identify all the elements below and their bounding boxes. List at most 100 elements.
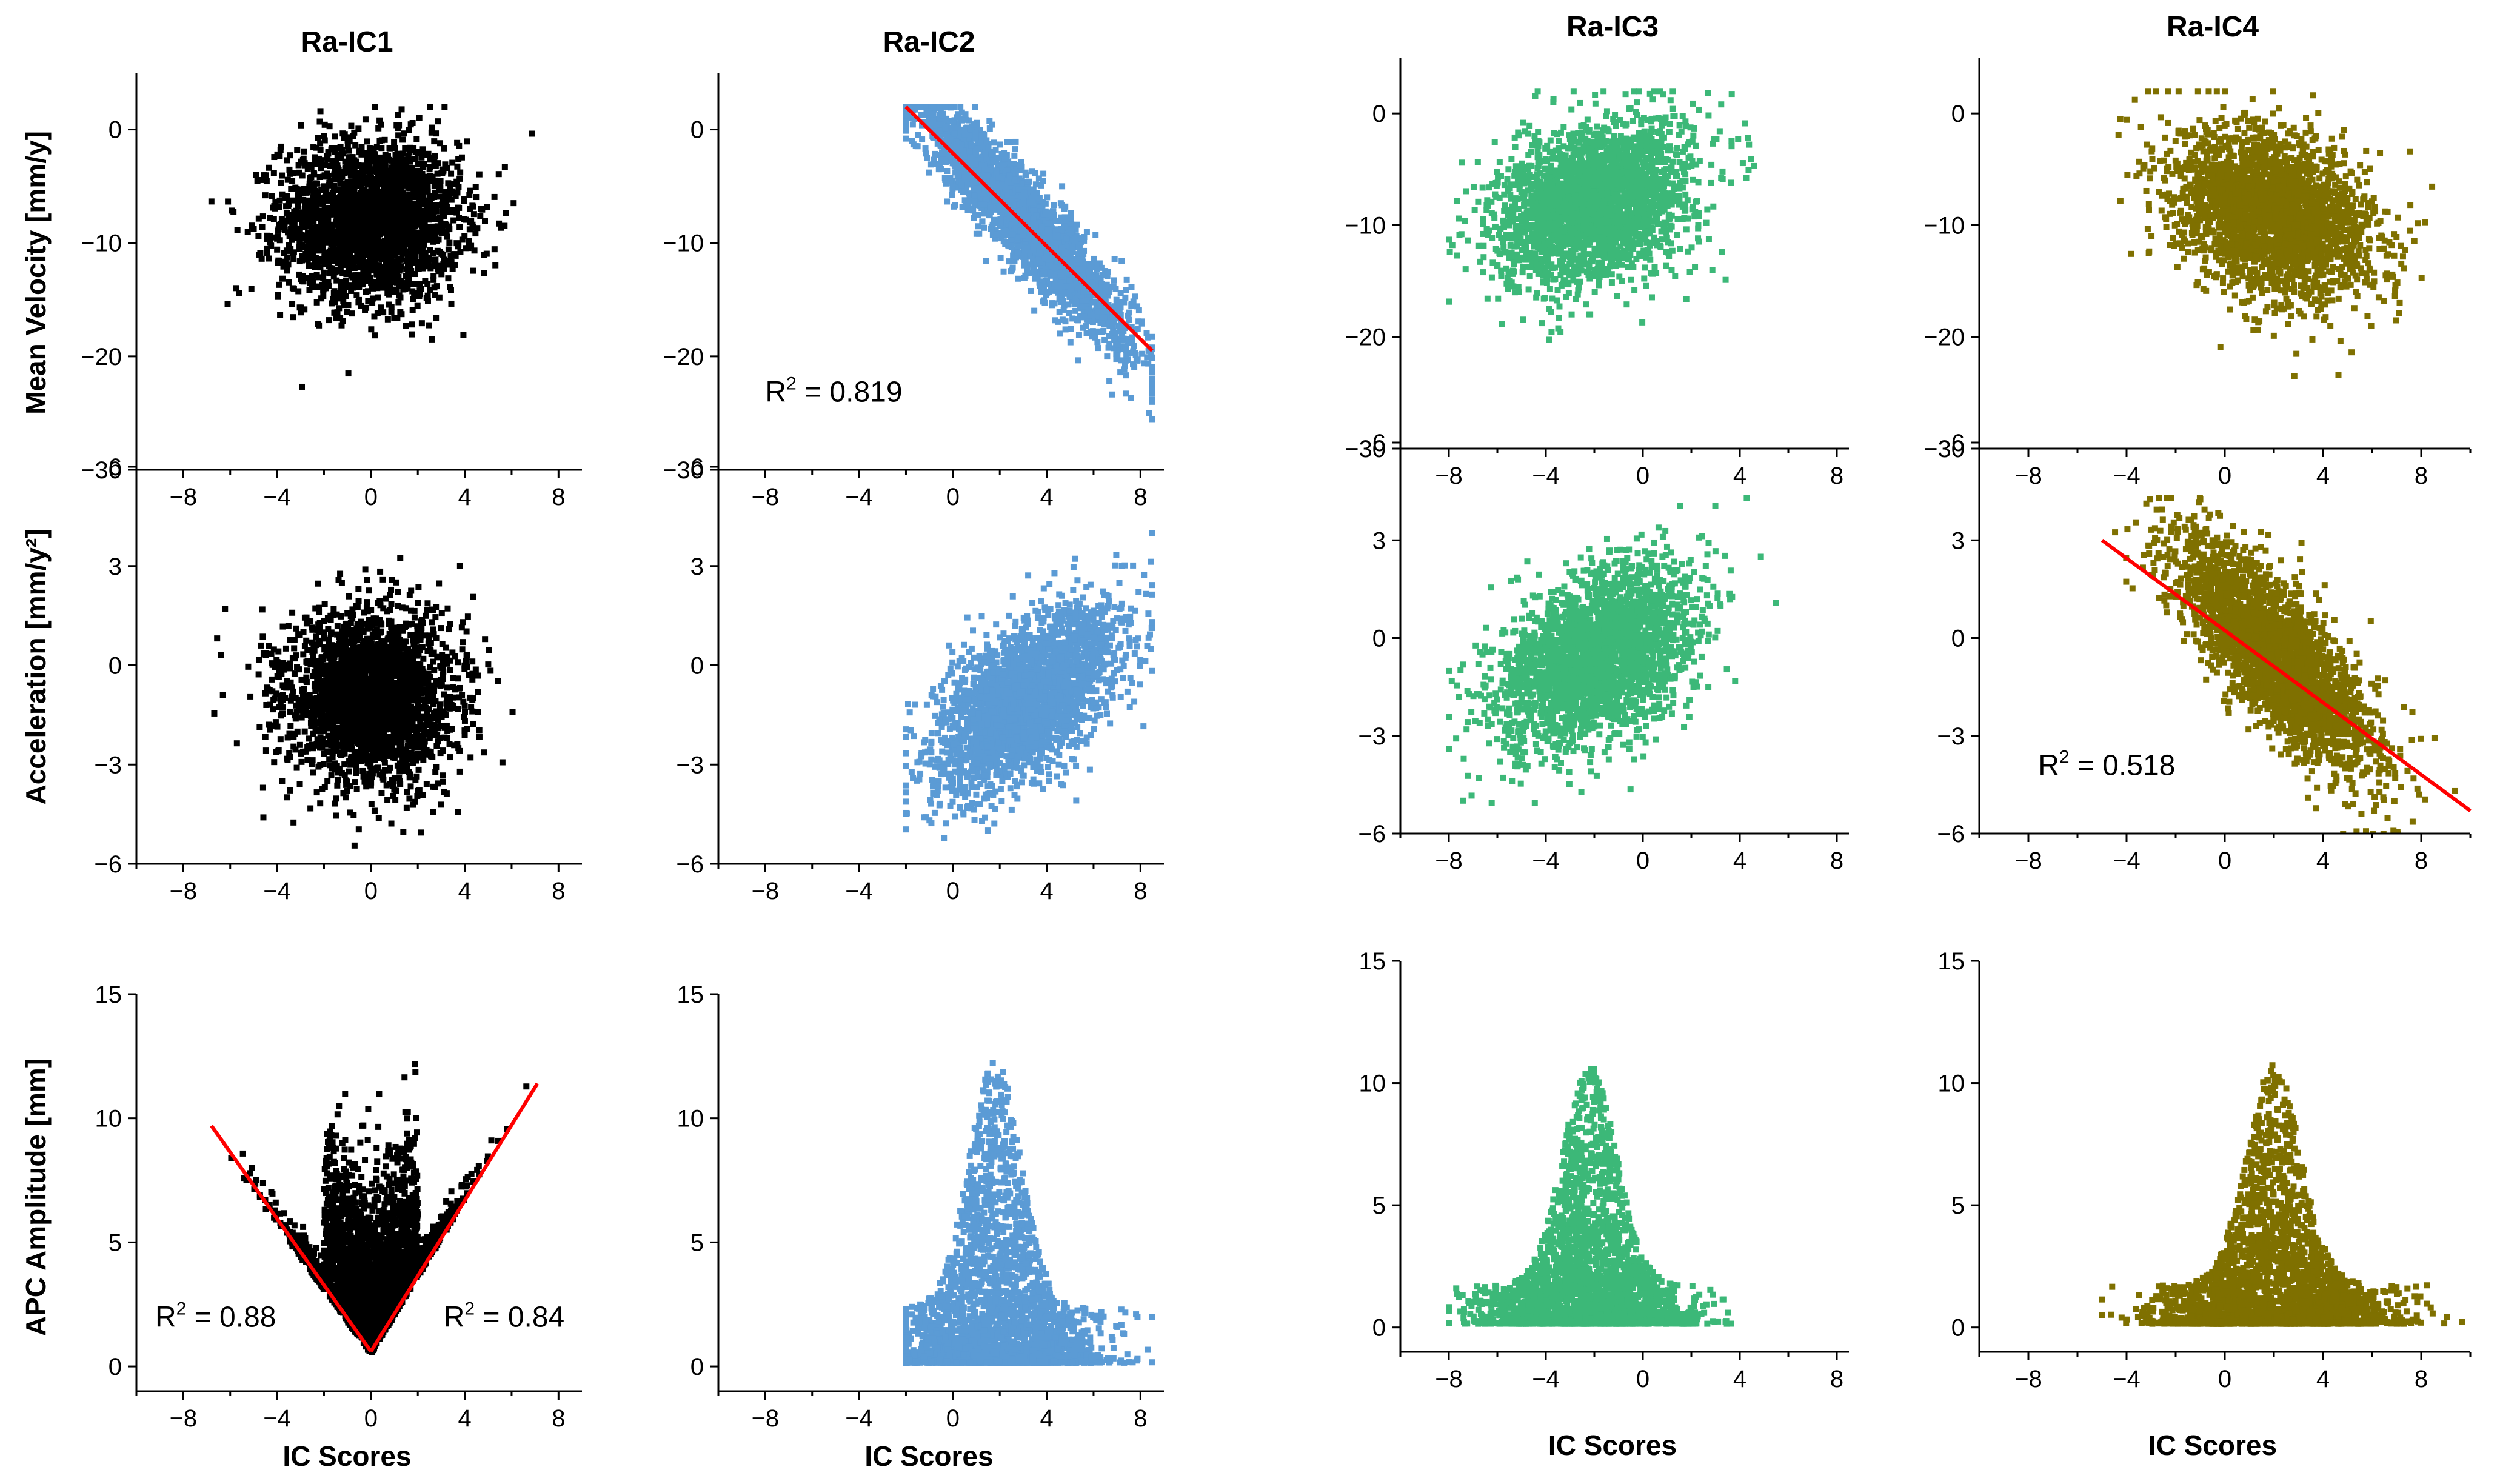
data-point: [951, 124, 957, 131]
data-point: [1130, 361, 1137, 368]
data-point: [284, 263, 290, 270]
data-point: [1038, 182, 1044, 189]
data-point: [364, 212, 371, 218]
data-point: [373, 143, 380, 150]
data-point: [961, 186, 968, 193]
data-point: [1141, 360, 1148, 367]
data-point: [341, 281, 347, 287]
data-point: [406, 192, 413, 198]
data-point: [405, 153, 412, 159]
data-point: [331, 288, 338, 295]
data-point: [309, 284, 315, 290]
data-point: [990, 206, 997, 213]
data-point: [322, 261, 329, 267]
data-point: [430, 250, 436, 256]
x-tick-label: 8: [552, 484, 565, 510]
data-point: [372, 208, 379, 215]
data-point: [398, 263, 404, 270]
data-point: [269, 193, 275, 199]
data-point: [366, 150, 372, 157]
data-point: [379, 190, 386, 197]
data-point: [1144, 354, 1151, 361]
data-point: [972, 151, 979, 158]
data-point: [453, 207, 460, 214]
data-point: [963, 179, 969, 186]
data-point: [428, 212, 435, 219]
data-point: [289, 236, 295, 243]
data-point: [353, 199, 360, 206]
data-point: [1037, 282, 1043, 289]
data-point: [981, 224, 988, 231]
data-point: [469, 202, 476, 209]
data-point: [353, 204, 360, 211]
data-point: [1117, 312, 1124, 318]
data-point: [375, 212, 381, 219]
data-point: [930, 104, 937, 110]
data-point: [353, 282, 359, 289]
data-point: [1095, 328, 1102, 335]
data-point: [1123, 287, 1129, 293]
data-point: [1073, 299, 1080, 306]
data-point: [384, 290, 391, 296]
data-point: [319, 282, 326, 289]
data-point: [1100, 328, 1107, 335]
data-point: [984, 160, 991, 167]
data-point: [382, 226, 389, 232]
data-point: [335, 167, 342, 173]
data-point: [1070, 275, 1077, 281]
data-point: [1081, 234, 1088, 241]
data-point: [325, 150, 332, 157]
data-point: [1035, 204, 1041, 211]
data-point: [437, 178, 444, 184]
data-point: [334, 152, 341, 158]
data-point: [926, 169, 932, 176]
data-point: [313, 259, 319, 266]
data-point: [264, 232, 270, 239]
data-point: [332, 165, 338, 172]
data-point: [409, 244, 415, 250]
data-point: [1046, 281, 1053, 287]
data-point: [430, 225, 436, 232]
data-point: [930, 116, 937, 123]
data-point: [337, 144, 344, 150]
data-point: [409, 288, 416, 295]
data-point: [911, 116, 918, 122]
data-point: [952, 184, 959, 191]
data-point: [299, 190, 306, 196]
data-point: [419, 146, 426, 153]
data-point: [949, 192, 955, 198]
data-point: [472, 230, 479, 237]
data-point: [290, 250, 296, 256]
data-point: [1069, 315, 1076, 322]
data-point: [350, 196, 357, 203]
data-point: [1081, 247, 1088, 254]
data-point: [432, 162, 439, 169]
data-point: [1060, 306, 1067, 313]
data-point: [957, 104, 964, 110]
data-point: [449, 159, 456, 166]
data-point: [364, 156, 370, 163]
y-tick-label: −30: [81, 457, 122, 484]
data-point: [333, 229, 339, 235]
data-point: [440, 261, 447, 268]
data-point: [337, 251, 344, 258]
data-point: [299, 219, 306, 226]
data-point: [331, 182, 338, 189]
data-point: [408, 204, 415, 210]
data-point: [376, 204, 383, 210]
data-point: [419, 221, 426, 228]
data-point: [1026, 250, 1033, 256]
data-point: [378, 210, 385, 217]
data-point: [955, 178, 962, 185]
data-point: [1031, 269, 1038, 275]
data-point: [963, 159, 969, 165]
data-point: [355, 176, 362, 183]
data-point: [358, 203, 364, 210]
data-point: [1104, 292, 1111, 299]
data-point: [430, 276, 437, 283]
data-point: [457, 169, 464, 176]
data-point: [444, 165, 450, 172]
data-point: [299, 383, 306, 390]
data-point: [1040, 232, 1046, 239]
data-point: [302, 162, 309, 169]
